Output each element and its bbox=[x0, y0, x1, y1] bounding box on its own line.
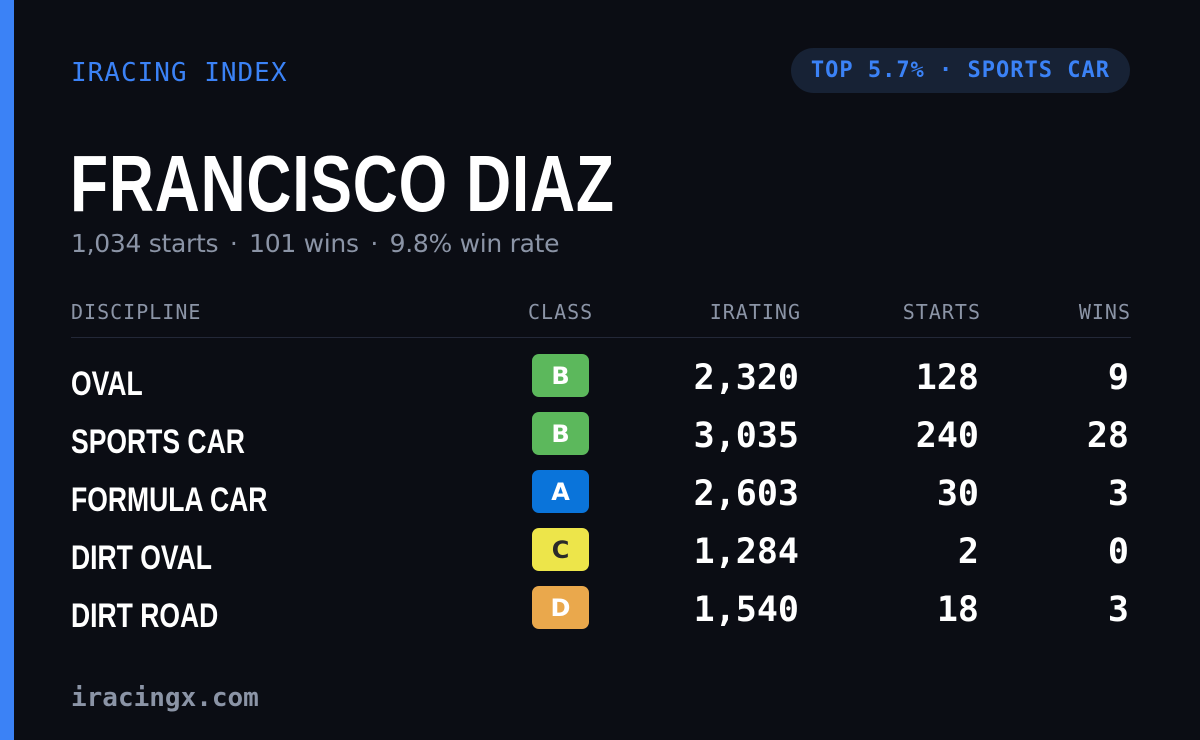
starts-value: 128 bbox=[915, 358, 979, 398]
table-header: DISCIPLINE CLASS IRATING STARTS WINS bbox=[71, 300, 1131, 326]
starts-value: 240 bbox=[915, 416, 979, 456]
discipline-label: FORMULA CAR bbox=[71, 481, 268, 519]
discipline-label: OVAL bbox=[71, 365, 143, 403]
class-badge: B bbox=[532, 354, 589, 397]
footer-domain: iracingx.com bbox=[71, 683, 259, 713]
header-wins: WINS bbox=[1078, 300, 1131, 324]
table-row: FORMULA CAR A 2,603 30 3 bbox=[0, 470, 1200, 528]
summary-separator: · bbox=[370, 229, 378, 258]
rank-badge: TOP 5.7% · SPORTS CAR bbox=[790, 48, 1130, 93]
header-irating: IRATING bbox=[709, 300, 801, 324]
wins-value: 0 bbox=[1107, 532, 1129, 572]
irating-value: 2,320 bbox=[693, 358, 799, 398]
discipline-label: DIRT OVAL bbox=[71, 539, 212, 577]
header-class: CLASS bbox=[528, 300, 594, 324]
driver-name: FRANCISCO DIAZ bbox=[70, 139, 615, 228]
starts-summary: 1,034 starts bbox=[71, 229, 219, 258]
table-row: SPORTS CAR B 3,035 240 28 bbox=[0, 412, 1200, 470]
discipline-label: DIRT ROAD bbox=[71, 597, 219, 635]
header-discipline: DISCIPLINE bbox=[71, 300, 202, 324]
wins-value: 3 bbox=[1107, 590, 1129, 630]
class-badge: A bbox=[532, 470, 589, 513]
header-divider bbox=[71, 337, 1131, 338]
table-row: OVAL B 2,320 128 9 bbox=[0, 354, 1200, 412]
summary-separator: · bbox=[229, 229, 238, 258]
wins-value: 9 bbox=[1107, 358, 1129, 398]
class-badge: B bbox=[532, 412, 589, 455]
wins-summary: 101 wins bbox=[249, 229, 359, 258]
starts-value: 30 bbox=[936, 474, 979, 514]
class-badge: C bbox=[532, 528, 589, 571]
driver-summary: 1,034 starts · 101 wins · 9.8% win rate bbox=[71, 228, 559, 260]
class-badge: D bbox=[532, 586, 589, 629]
accent-bar bbox=[0, 0, 14, 740]
starts-value: 2 bbox=[957, 532, 979, 572]
irating-value: 3,035 bbox=[693, 416, 799, 456]
discipline-label: SPORTS CAR bbox=[71, 423, 245, 461]
table-row: DIRT OVAL C 1,284 2 0 bbox=[0, 528, 1200, 586]
starts-value: 18 bbox=[936, 590, 979, 630]
header-starts: STARTS bbox=[902, 300, 981, 324]
wins-value: 3 bbox=[1107, 474, 1129, 514]
wins-value: 28 bbox=[1086, 416, 1129, 456]
irating-value: 1,540 bbox=[693, 590, 799, 630]
irating-value: 2,603 bbox=[693, 474, 799, 514]
irating-value: 1,284 bbox=[693, 532, 799, 572]
table-row: DIRT ROAD D 1,540 18 3 bbox=[0, 586, 1200, 644]
brand-title: IRACING INDEX bbox=[71, 58, 288, 88]
win-rate-summary: 9.8% win rate bbox=[389, 229, 560, 258]
